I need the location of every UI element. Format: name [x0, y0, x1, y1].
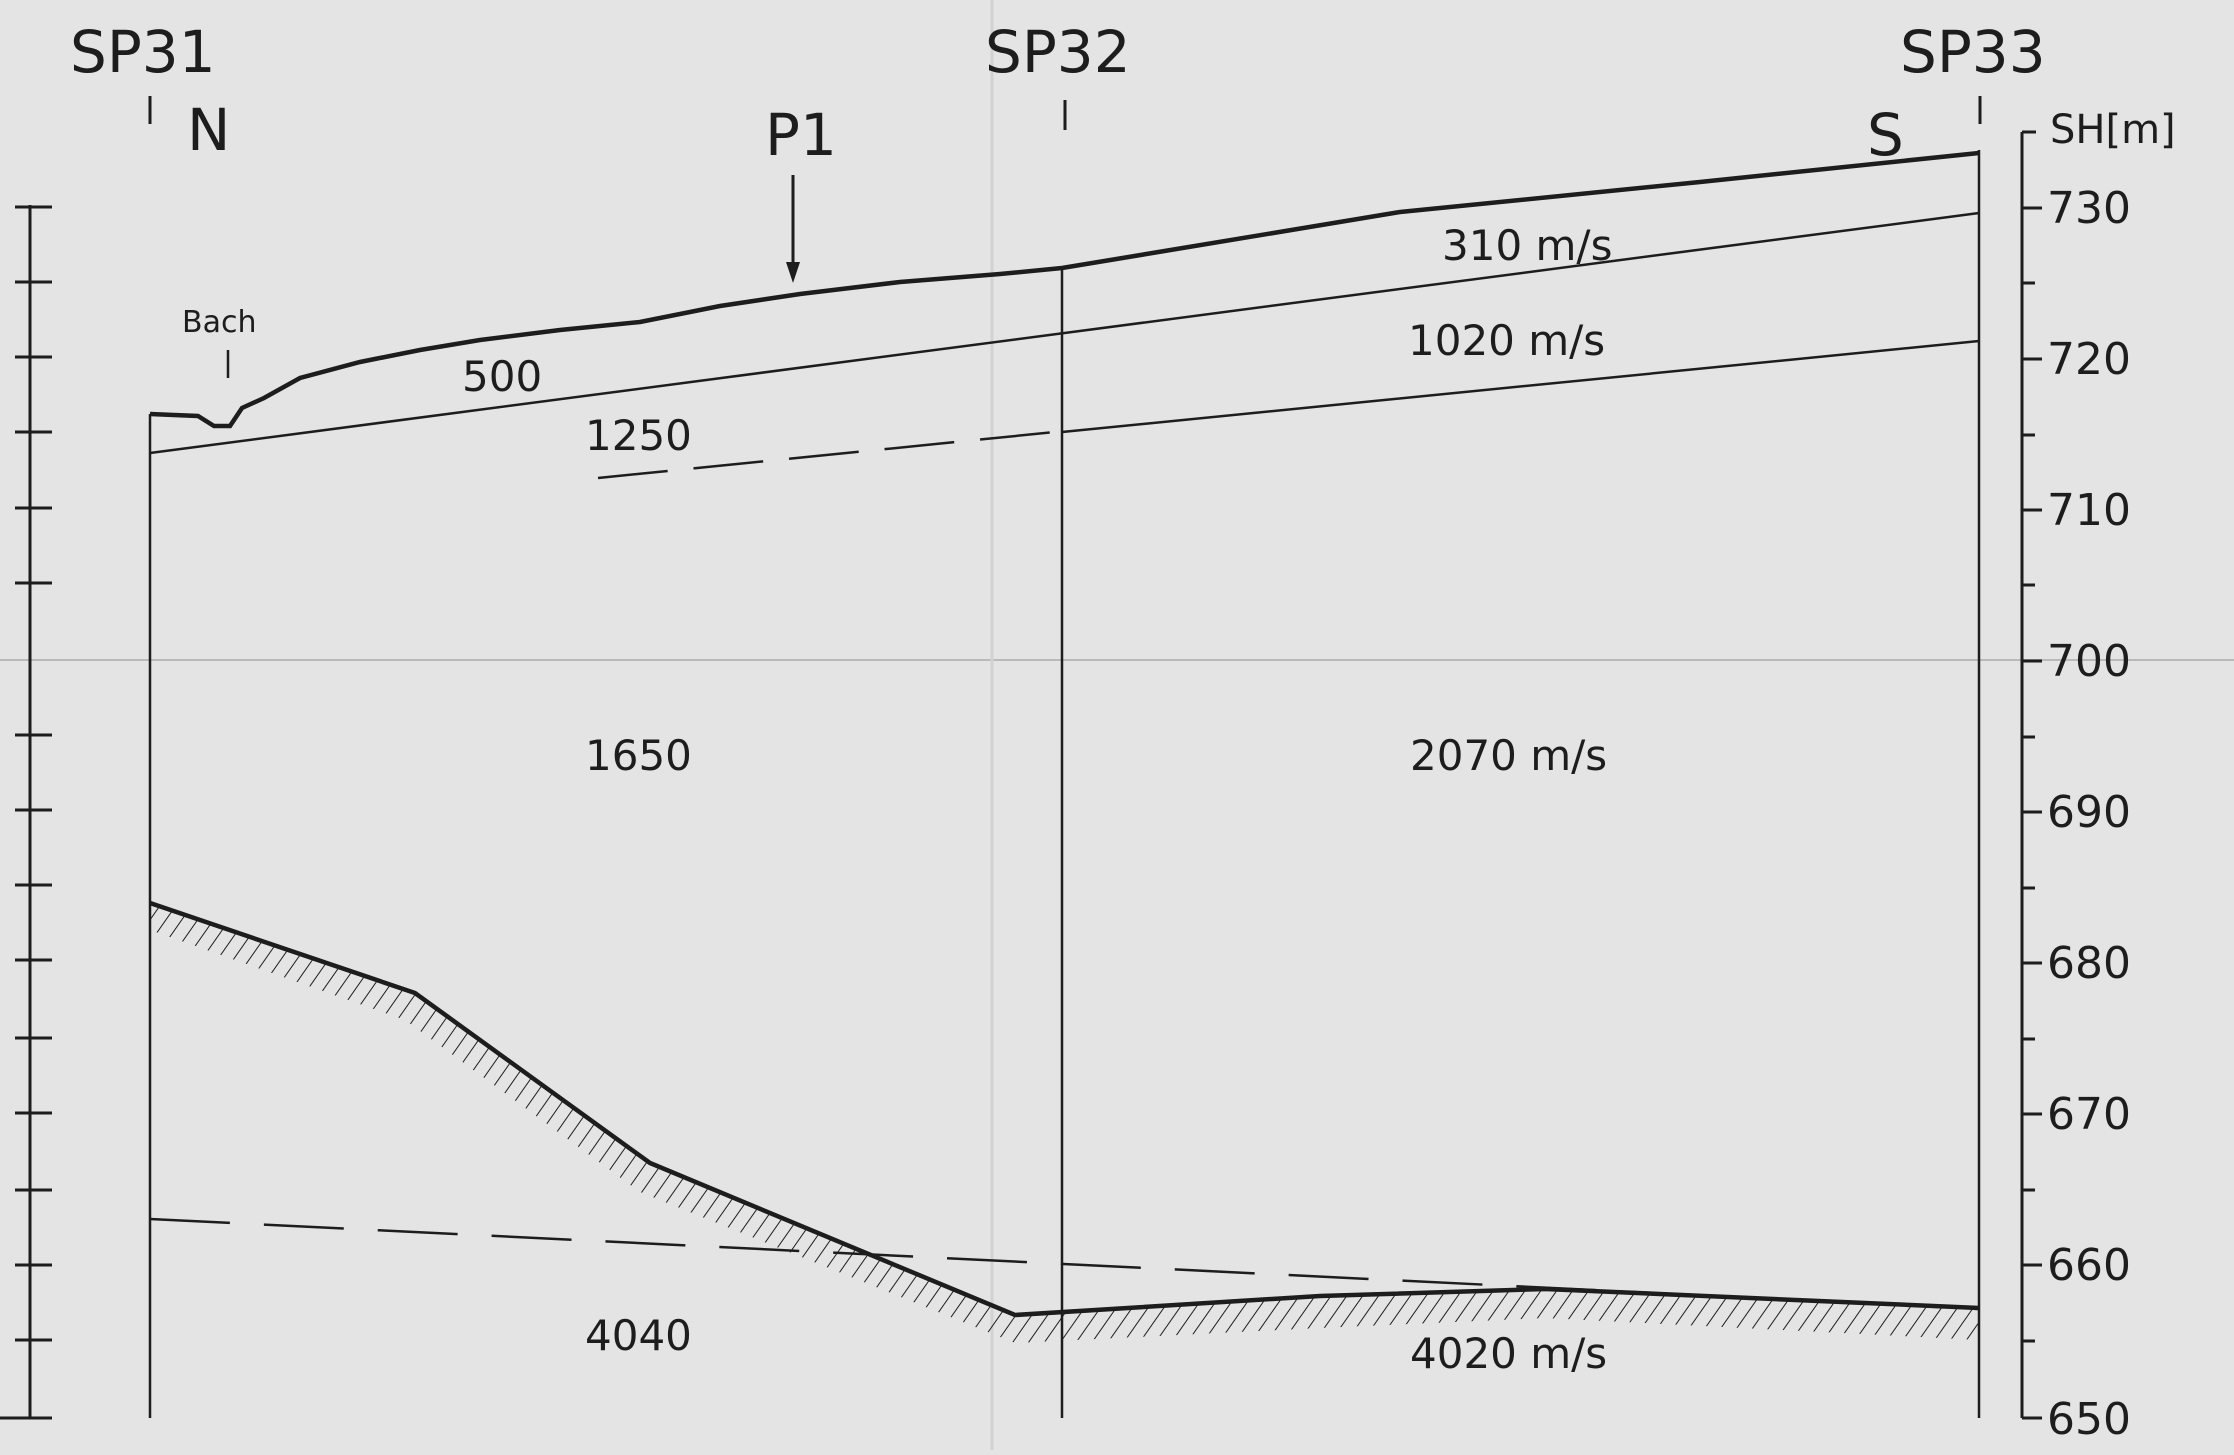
surface-line	[149, 150, 1980, 429]
bach-label: Bach	[182, 305, 256, 340]
velocity-1650: 1650	[585, 731, 692, 780]
velocity-2070: 2070 m/s	[1410, 731, 1607, 780]
axis-tick-labels: 730 720 710 700 690 680 670 660 650	[2047, 183, 2131, 1445]
tick-label-690: 690	[2047, 787, 2131, 838]
tick-label-680: 680	[2047, 938, 2131, 989]
profile-frame	[148, 150, 1981, 1418]
velocity-500: 500	[462, 352, 542, 401]
tick-label-720: 720	[2047, 334, 2131, 385]
tick-label-670: 670	[2047, 1089, 2131, 1140]
p1-arrow	[786, 175, 800, 283]
tick-label-660: 660	[2047, 1240, 2131, 1291]
tick-label-710: 710	[2047, 485, 2131, 536]
tick-label-650: 650	[2047, 1394, 2131, 1445]
sp33-label: SP33	[1900, 18, 2046, 86]
velocity-labels: 310 m/s 1020 m/s 500 1250 1650 2070 m/s …	[462, 221, 1612, 1378]
velocity-4020: 4020 m/s	[1410, 1329, 1607, 1378]
left-scale	[0, 205, 52, 1420]
refractor-line	[149, 900, 1980, 1318]
shotpoint-ticks	[148, 96, 1982, 130]
layer-boundaries	[149, 211, 1980, 1311]
refractor-hatch	[150, 903, 1979, 1343]
north-label: N	[187, 96, 230, 164]
sp32-label: SP32	[985, 18, 1131, 86]
velocity-310: 310 m/s	[1442, 221, 1612, 270]
axis-unit-label: SH[m]	[2050, 107, 2176, 153]
tick-label-730: 730	[2047, 183, 2131, 234]
p1-label: P1	[765, 101, 837, 169]
tick-label-700: 700	[2047, 636, 2131, 687]
velocity-4040: 4040	[585, 1311, 692, 1360]
right-elevation-axis	[2020, 130, 2042, 1420]
velocity-1020: 1020 m/s	[1408, 316, 1605, 365]
sp31-label: SP31	[70, 18, 216, 86]
velocity-1250: 1250	[585, 411, 692, 460]
south-label: S	[1867, 101, 1904, 169]
